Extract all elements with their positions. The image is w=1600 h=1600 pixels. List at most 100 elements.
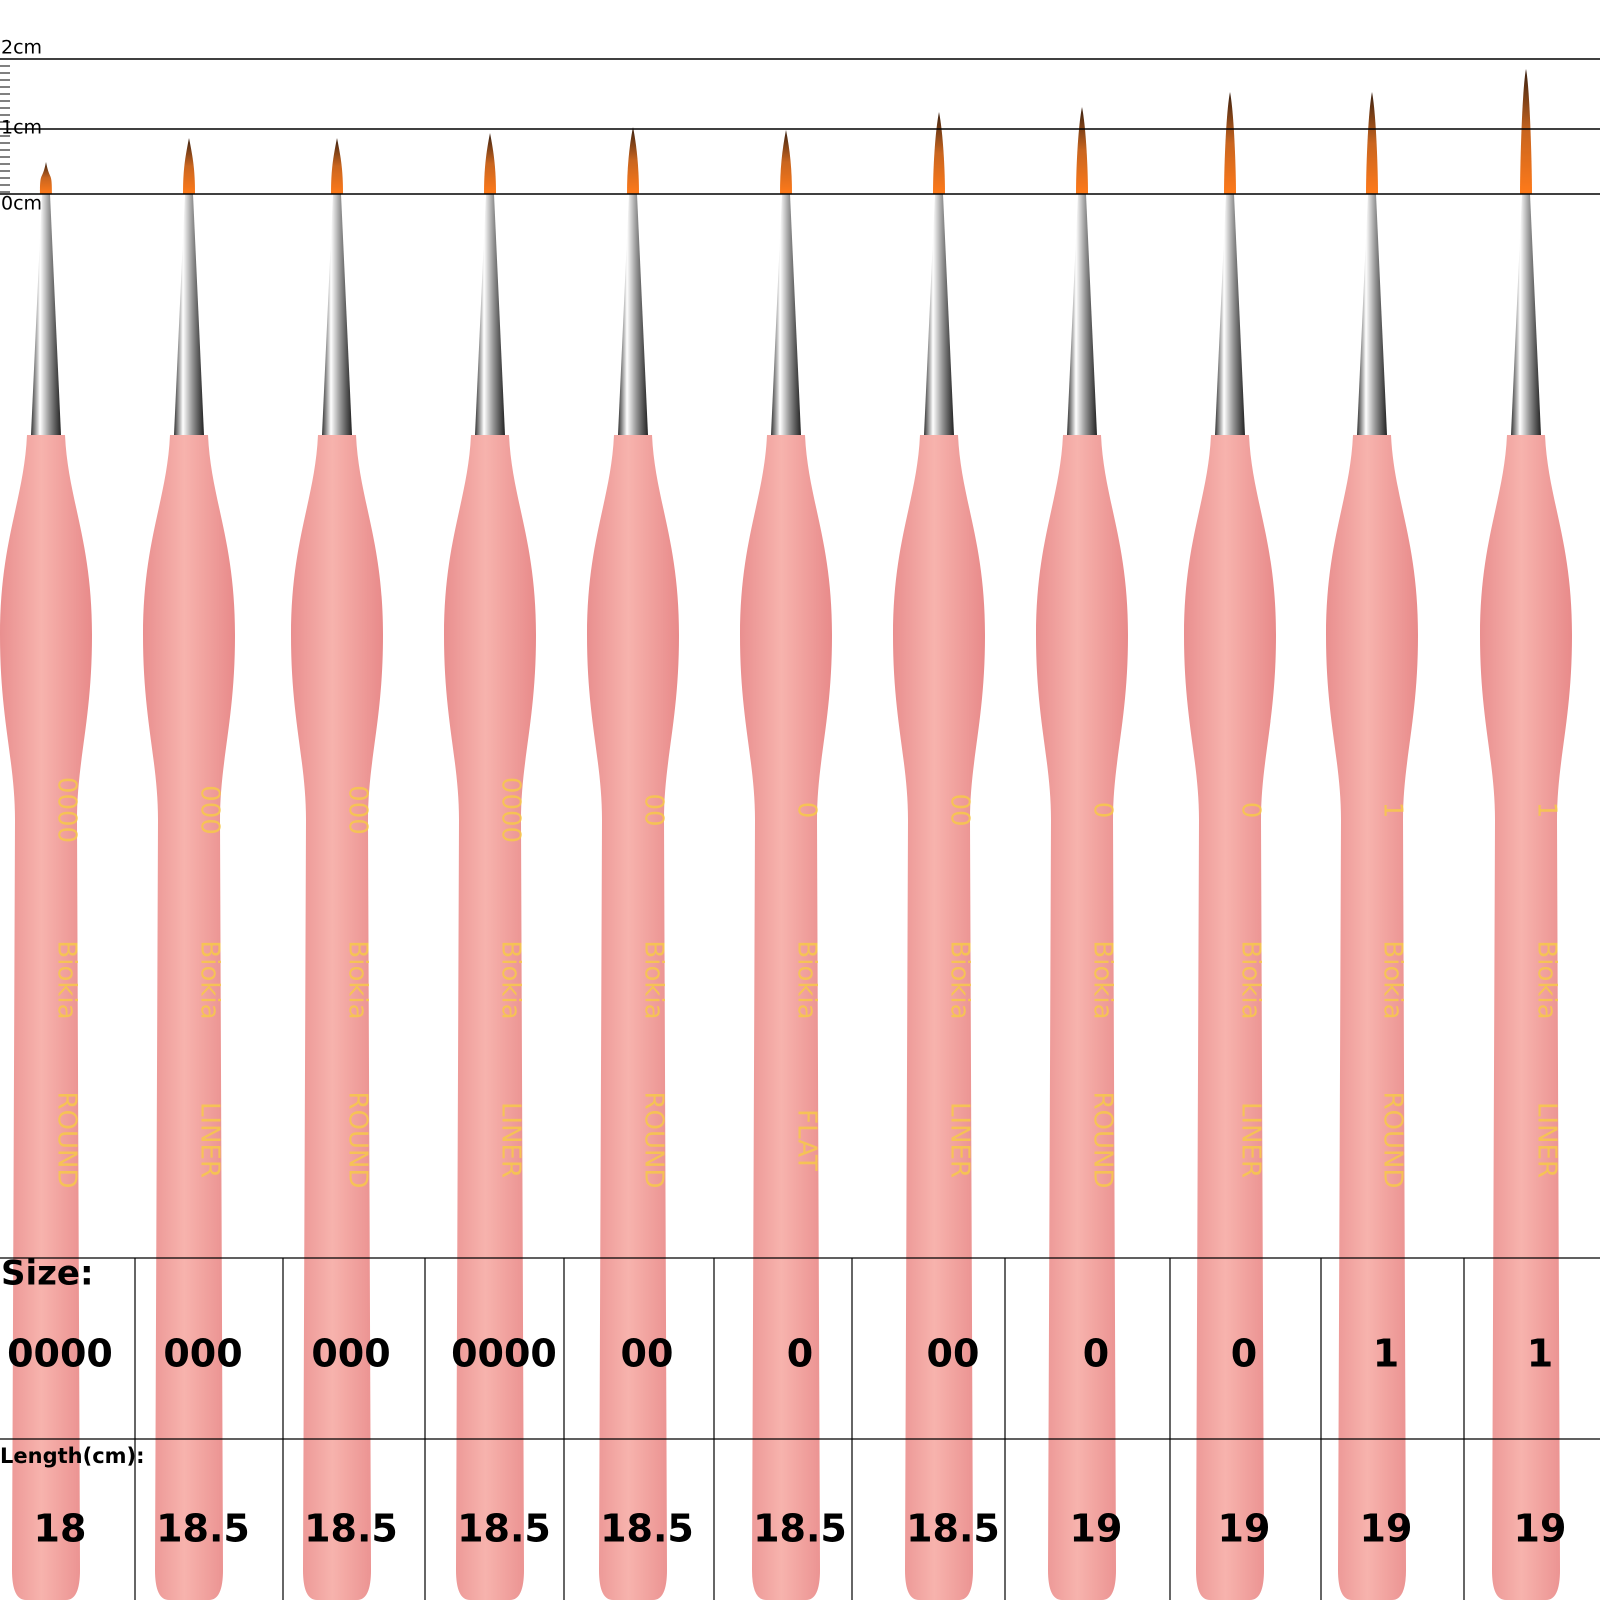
handle-text: 0: [1088, 802, 1118, 819]
size-value: 000: [311, 1332, 390, 1376]
bristles: [484, 133, 496, 194]
size-value: 00: [621, 1332, 674, 1376]
handle-text: ROUND: [1378, 1091, 1408, 1188]
bristles: [40, 162, 52, 194]
brush: 0 Biokia LINER: [1184, 92, 1276, 1600]
length-value: 18.5: [457, 1507, 551, 1551]
table: Size: Length(cm): 00001800018.500018.500…: [0, 1254, 1566, 1551]
handle-text: ROUND: [343, 1091, 373, 1188]
handle-text: 00: [639, 793, 669, 826]
handle: [444, 435, 536, 1600]
handle-text: 000: [195, 785, 225, 835]
length-value: 18.5: [156, 1507, 250, 1551]
brush: 0000 Biokia LINER: [444, 133, 536, 1600]
bristles: [1224, 92, 1236, 194]
length-value: 19: [1070, 1507, 1123, 1551]
length-value: 19: [1360, 1507, 1413, 1551]
brush: 1 Biokia ROUND: [1326, 92, 1418, 1600]
handle-text: LINER: [945, 1102, 975, 1178]
handle-text: Biokia: [1532, 940, 1562, 1019]
ruler: 2cm 1cm 0cm: [0, 37, 1600, 215]
length-value: 18.5: [600, 1507, 694, 1551]
handle: [1326, 435, 1418, 1600]
size-value: 000: [163, 1332, 242, 1376]
handle: [0, 435, 92, 1600]
handle-text: Biokia: [496, 940, 526, 1019]
ferrule: [1215, 194, 1245, 435]
bristles: [1076, 107, 1088, 194]
handle: [1184, 435, 1276, 1600]
ferrule: [322, 194, 352, 435]
handle-text: 0: [1236, 802, 1266, 819]
ferrule: [771, 194, 801, 435]
size-value: 00: [927, 1332, 980, 1376]
size-value: 0000: [7, 1332, 113, 1376]
handle-text: ROUND: [1088, 1091, 1118, 1188]
handle-text: Biokia: [792, 940, 822, 1019]
handle-text: Biokia: [1378, 940, 1408, 1019]
handle: [587, 435, 679, 1600]
brushes: 0000BiokiaROUND000BiokiaLINER000BiokiaRO…: [0, 69, 1572, 1600]
ferrule: [31, 194, 61, 435]
ruler-label: 0cm: [1, 193, 42, 215]
ferrule: [924, 194, 954, 435]
ferrule: [475, 194, 505, 435]
handle-text: Biokia: [343, 940, 373, 1019]
handle-text: LINER: [1236, 1102, 1266, 1178]
table-grid: [0, 1257, 1600, 1600]
bristles: [933, 112, 945, 194]
ferrule: [174, 194, 204, 435]
bristles: [183, 138, 195, 194]
length-value: 19: [1514, 1507, 1567, 1551]
length-value: 19: [1218, 1507, 1271, 1551]
handle-text: 1: [1532, 802, 1562, 819]
handle-text: ROUND: [639, 1091, 669, 1188]
ferrule: [1357, 194, 1387, 435]
length-label: Length(cm):: [0, 1444, 145, 1468]
ferrule: [618, 194, 648, 435]
handle-text: Biokia: [639, 940, 669, 1019]
brush: 0 Biokia FLAT: [740, 130, 832, 1600]
handle-text: 000: [343, 785, 373, 835]
handle-text: 0000: [52, 777, 82, 843]
handle-text: FLAT: [792, 1109, 822, 1171]
handle: [740, 435, 832, 1600]
bristles: [1366, 92, 1378, 194]
handle-text: ROUND: [52, 1091, 82, 1188]
handle-text: LINER: [496, 1102, 526, 1178]
ferrule: [1511, 194, 1541, 435]
length-value: 18: [34, 1507, 87, 1551]
brush: 0 Biokia ROUND: [1036, 107, 1128, 1600]
brush: 0000 Biokia ROUND: [0, 162, 92, 1600]
handle-text: Biokia: [1088, 940, 1118, 1019]
handle: [291, 435, 383, 1600]
handle-text: Biokia: [195, 940, 225, 1019]
size-value: 0000: [451, 1332, 557, 1376]
size-value: 0: [1083, 1332, 1109, 1376]
size-value: 1: [1527, 1332, 1553, 1376]
bristles: [331, 138, 343, 194]
size-label: Size:: [1, 1254, 94, 1294]
length-value: 18.5: [753, 1507, 847, 1551]
handle-text: LINER: [1532, 1102, 1562, 1178]
handle-text: 1: [1378, 802, 1408, 819]
handle: [893, 435, 985, 1600]
handle-text: LINER: [195, 1102, 225, 1178]
brush: 00 Biokia LINER: [893, 112, 985, 1600]
brush: 00 Biokia ROUND: [587, 127, 679, 1600]
handle-text: Biokia: [52, 940, 82, 1019]
ruler-label: 1cm: [1, 117, 42, 139]
bristles: [627, 127, 639, 194]
brush: 000 Biokia ROUND: [291, 138, 383, 1600]
handle-text: Biokia: [945, 940, 975, 1019]
size-value: 0: [787, 1332, 813, 1376]
ruler-label: 2cm: [1, 37, 42, 59]
brush: 1 Biokia LINER: [1480, 69, 1572, 1600]
bristles: [1520, 69, 1532, 194]
length-value: 18.5: [906, 1507, 1000, 1551]
handle: [1480, 435, 1572, 1600]
handle-text: 0: [792, 802, 822, 819]
handle-text: 0000: [496, 777, 526, 843]
